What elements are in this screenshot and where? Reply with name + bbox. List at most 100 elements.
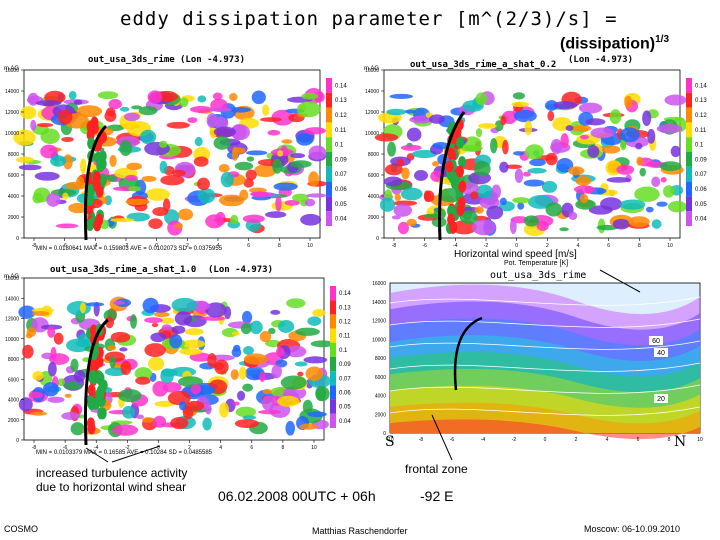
- field-blob: [651, 176, 661, 188]
- field-blob: [30, 411, 48, 416]
- field-blob: [265, 211, 287, 219]
- field-blob: [46, 192, 61, 207]
- field-blob: [275, 195, 282, 212]
- x-tick-label: 4: [219, 445, 222, 451]
- field-blob: [162, 198, 171, 212]
- field-blob: [612, 218, 630, 230]
- field-blob: [571, 125, 592, 132]
- field-blob: [16, 156, 34, 163]
- field-blob: [271, 364, 282, 379]
- field-blob: [432, 160, 440, 167]
- colorbar-segment: [330, 413, 336, 428]
- field-blob: [284, 199, 300, 206]
- field-blob: [64, 393, 72, 398]
- pt-contour-label-bg: [649, 336, 663, 345]
- field-blob: [511, 101, 530, 108]
- x-tick-label: -2: [124, 243, 129, 249]
- field-blob: [271, 109, 295, 126]
- field-blob: [218, 194, 245, 207]
- field-blob: [135, 376, 151, 385]
- pot-temp-label: Pot. Temperature [K]: [504, 260, 569, 267]
- field-blob: [109, 355, 116, 369]
- colorbar-label: 0.11: [695, 128, 707, 134]
- pt-x-tick-label: -2: [512, 437, 517, 443]
- field-blob: [523, 215, 540, 227]
- field-band: [445, 160, 454, 173]
- field-blob: [560, 133, 569, 149]
- colorbar-label: 0.07: [335, 172, 347, 178]
- field-blob: [196, 177, 210, 191]
- field-blob: [144, 317, 163, 324]
- field-blob: [616, 164, 635, 175]
- field-blob: [144, 343, 166, 358]
- y-tick-label: 6000: [8, 377, 19, 383]
- panel-bottom-left-stats: MIN = 0.0103379 MAX = 0.16585 AVE = 0.10…: [36, 450, 213, 456]
- field-blob: [660, 176, 667, 183]
- y-tick-label: 14000: [5, 89, 19, 95]
- pt-y-tick-label: 10000: [372, 337, 386, 343]
- field-band: [85, 194, 94, 207]
- field-blob: [383, 176, 403, 187]
- field-blob: [110, 331, 131, 343]
- pt-y-tick-label: 12000: [372, 319, 386, 325]
- field-blob: [606, 177, 631, 183]
- arrow-top-right: [438, 111, 466, 241]
- field-blob: [260, 117, 282, 122]
- field-blob: [386, 108, 407, 116]
- y-tick-label: 8000: [8, 357, 19, 363]
- field-blob: [36, 122, 54, 128]
- field-blob: [379, 197, 396, 212]
- field-blob: [517, 202, 525, 210]
- field-blob: [61, 412, 80, 420]
- colorbar-segment: [326, 152, 332, 167]
- field-blob: [580, 134, 590, 140]
- field-blob: [47, 361, 57, 377]
- field-blob: [70, 358, 79, 372]
- pt-y-tick-label: 0: [383, 431, 386, 437]
- field-blob: [213, 126, 237, 138]
- x-tick-label: -4: [93, 243, 98, 249]
- pt-contour-label: 40: [657, 350, 665, 357]
- field-blob: [249, 320, 263, 335]
- field-band: [95, 355, 104, 368]
- field-blob: [70, 422, 85, 436]
- colorbar-label: 0.09: [695, 157, 707, 163]
- colorbar-segment: [330, 371, 336, 386]
- field-blob: [475, 184, 494, 199]
- field-blob: [136, 414, 144, 420]
- field-blob: [18, 305, 36, 319]
- panel-top-left-stats: MIN = 0.0180641 MAX = 0.159803 AVE = 0.0…: [36, 246, 223, 252]
- field-layer: [374, 91, 687, 237]
- field-blob: [545, 100, 559, 111]
- pt-isentrope: [389, 318, 701, 328]
- field-blob: [656, 124, 683, 134]
- field-blob: [40, 144, 58, 159]
- y-tick-label: 0: [16, 236, 19, 242]
- x-tick-label: -8: [32, 243, 37, 249]
- field-blob: [280, 375, 307, 390]
- field-blob: [601, 145, 621, 154]
- field-blob: [151, 323, 159, 328]
- field-blob: [499, 197, 507, 206]
- field-blob: [32, 311, 50, 316]
- field-blob: [258, 409, 282, 415]
- field-blob: [236, 390, 246, 401]
- pt-x-tick-label: -6: [450, 437, 455, 443]
- pt-isentrope: [389, 406, 701, 416]
- field-blob: [547, 110, 555, 122]
- field-blob: [32, 371, 44, 381]
- pt-isentrope: [389, 384, 701, 394]
- field-blob: [171, 297, 198, 313]
- field-blob: [384, 163, 404, 176]
- plot-top-right: 16000 14000 12000 10000 8000 6000 4000 2000 0 -8 -…: [365, 68, 707, 249]
- colorbar-segment: [326, 181, 332, 197]
- field-blob: [18, 397, 33, 412]
- colorbar-label: 0.04: [339, 419, 351, 425]
- field-band: [96, 371, 105, 384]
- field-blob: [536, 220, 549, 232]
- colorbar-label: 0.06: [339, 391, 351, 397]
- field-blob: [268, 327, 276, 335]
- field-blob: [472, 219, 496, 236]
- field-blob: [120, 360, 132, 376]
- field-blob: [541, 180, 558, 193]
